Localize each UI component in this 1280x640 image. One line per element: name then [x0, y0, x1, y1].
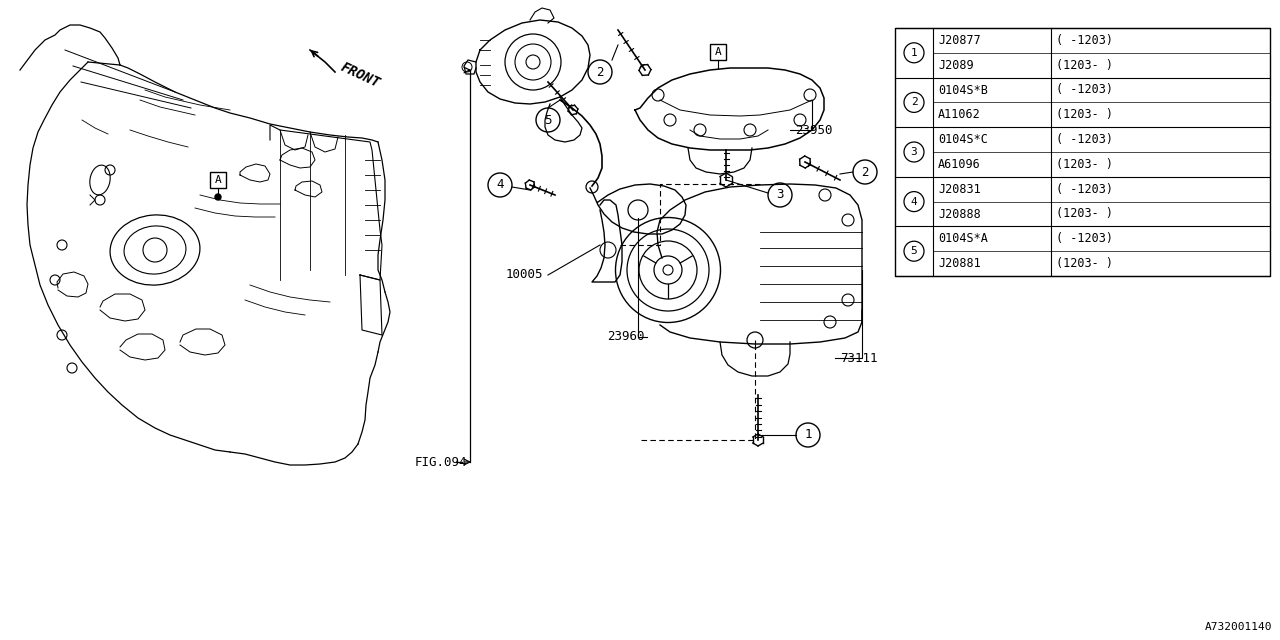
Circle shape: [215, 194, 221, 200]
Text: J2089: J2089: [938, 59, 974, 72]
Text: ( -1203): ( -1203): [1056, 34, 1114, 47]
Text: 0104S*C: 0104S*C: [938, 133, 988, 146]
Text: ( -1203): ( -1203): [1056, 232, 1114, 245]
Text: 73111: 73111: [840, 351, 878, 365]
Text: (1203- ): (1203- ): [1056, 108, 1114, 122]
Text: 5: 5: [544, 113, 552, 127]
Text: (1203- ): (1203- ): [1056, 158, 1114, 171]
Text: 4: 4: [910, 196, 918, 207]
Text: A: A: [714, 47, 722, 57]
Text: J20881: J20881: [938, 257, 980, 270]
Text: ( -1203): ( -1203): [1056, 83, 1114, 97]
Text: 3: 3: [776, 189, 783, 202]
Text: A732001140: A732001140: [1204, 622, 1272, 632]
Text: FIG.094: FIG.094: [415, 456, 467, 468]
Text: ( -1203): ( -1203): [1056, 182, 1114, 196]
Text: 23950: 23950: [795, 124, 832, 136]
Text: 1: 1: [910, 48, 918, 58]
Text: A: A: [215, 175, 221, 185]
Text: 10005: 10005: [506, 269, 544, 282]
Text: J20877: J20877: [938, 34, 980, 47]
Bar: [710, 44, 726, 60]
Text: A11062: A11062: [938, 108, 980, 122]
Text: (1203- ): (1203- ): [1056, 207, 1114, 221]
Text: 23960: 23960: [607, 330, 645, 344]
Text: ( -1203): ( -1203): [1056, 133, 1114, 146]
Text: J20888: J20888: [938, 207, 980, 221]
Text: 2: 2: [861, 166, 869, 179]
Bar: [210, 172, 227, 188]
Text: 5: 5: [910, 246, 918, 256]
Text: 3: 3: [910, 147, 918, 157]
Text: FRONT: FRONT: [338, 60, 381, 90]
Bar: [895, 28, 1270, 276]
Text: J20831: J20831: [938, 182, 980, 196]
Text: 4: 4: [497, 179, 504, 191]
Text: 0104S*B: 0104S*B: [938, 83, 988, 97]
Text: 0104S*A: 0104S*A: [938, 232, 988, 245]
Text: 2: 2: [596, 65, 604, 79]
Text: A61096: A61096: [938, 158, 980, 171]
Text: (1203- ): (1203- ): [1056, 59, 1114, 72]
Text: 1: 1: [804, 429, 812, 442]
Text: 2: 2: [910, 97, 918, 108]
Text: (1203- ): (1203- ): [1056, 257, 1114, 270]
